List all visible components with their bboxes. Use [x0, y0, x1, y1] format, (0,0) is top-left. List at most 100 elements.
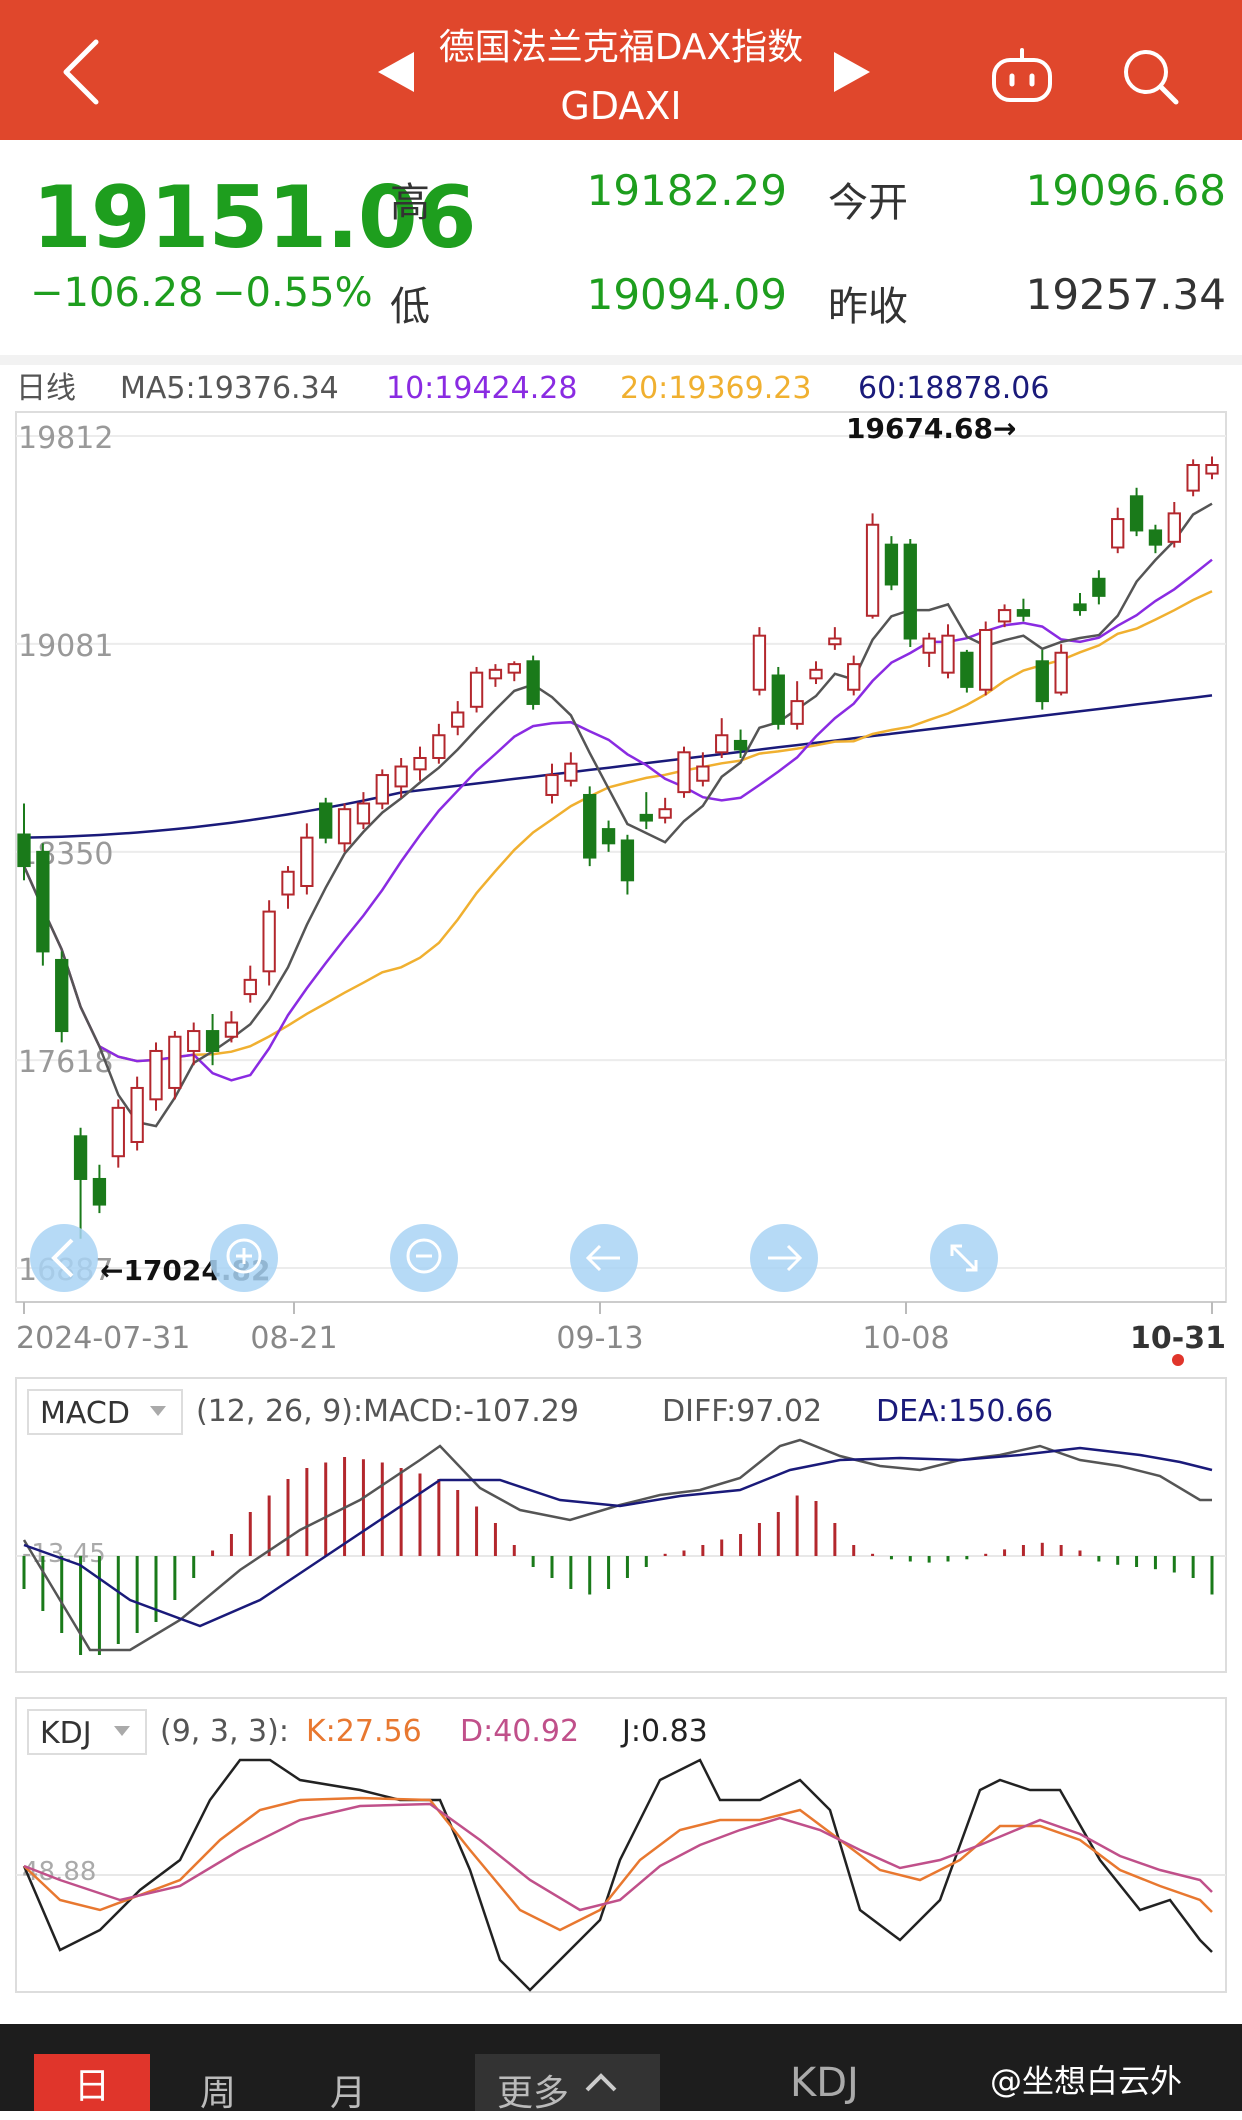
candle: [658, 797, 672, 824]
zoom-reset-button[interactable]: [30, 1224, 98, 1292]
candle: [451, 701, 465, 736]
candle: [922, 632, 936, 667]
next-index-icon[interactable]: [834, 52, 870, 92]
candle: [1035, 649, 1049, 710]
macd-dea-line: [23, 1446, 1213, 1628]
candle: [526, 655, 540, 710]
high-value: 19182.29: [586, 166, 787, 215]
price-tick-label: 17618: [18, 1045, 113, 1080]
tab-more-label: 更多: [497, 2073, 570, 2114]
candle: [771, 666, 785, 730]
kline-chart[interactable]: 日线 MA5:19376.34 10:19424.28 20:19369.23 …: [0, 0, 1242, 2024]
ma20-legend: 20:19369.23: [620, 371, 811, 406]
price-change: −106.28: [30, 270, 204, 316]
price-axis: 1981219081183501761816887: [18, 421, 113, 1288]
zoom-in-button[interactable]: [210, 1224, 278, 1292]
kdj-k-value: K:27.56: [306, 1714, 422, 1749]
period-tab-bar: 日 周 月 更多 KDJ: [0, 2024, 1242, 2114]
candle: [224, 1011, 239, 1043]
candle: [545, 763, 559, 804]
candle: [1186, 459, 1200, 497]
candle: [1148, 524, 1163, 554]
prev-close-label: 昨收: [828, 284, 908, 330]
candles: [17, 456, 1219, 1239]
candle: [92, 1164, 107, 1214]
ma20-line: [22, 590, 1213, 1063]
back-arrow-icon[interactable]: [52, 36, 112, 108]
candle: [130, 1076, 144, 1151]
candle: [790, 681, 804, 730]
macd-dropdown-icon: [150, 1406, 166, 1416]
candle: [1092, 570, 1106, 605]
fullscreen-button[interactable]: [930, 1224, 998, 1292]
kdj-params: (9, 3, 3):: [160, 1714, 289, 1749]
macd-diff: DIFF:97.02: [662, 1394, 822, 1429]
candle: [469, 666, 484, 713]
indicator-tab[interactable]: KDJ: [790, 2060, 859, 2106]
prev-close-value: 19257.34: [1025, 270, 1226, 319]
scroll-right-button[interactable]: [750, 1224, 818, 1292]
scroll-left-button[interactable]: [570, 1224, 638, 1292]
index-code: GDAXI: [560, 84, 682, 128]
candle: [960, 649, 974, 693]
candle: [696, 752, 710, 787]
time-tick-label: 2024-07-31: [16, 1321, 190, 1356]
candle: [828, 627, 842, 650]
candle: [375, 769, 389, 810]
candle: [620, 834, 635, 895]
latest-marker: [1172, 1354, 1184, 1366]
tab-month[interactable]: 月: [330, 2073, 367, 2114]
prev-index-icon[interactable]: [378, 52, 414, 92]
candle: [941, 624, 955, 679]
candle: [187, 1022, 201, 1066]
kdj-d-value: D:40.92: [460, 1714, 579, 1749]
candle: [55, 951, 69, 1043]
kdj-k-line: [23, 1796, 1213, 1932]
candle: [394, 757, 408, 798]
candle: [507, 661, 521, 682]
tab-more[interactable]: 更多: [475, 2054, 660, 2114]
candle: [1016, 598, 1031, 622]
candle: [36, 843, 50, 966]
tab-day[interactable]: 日: [34, 2054, 150, 2111]
tab-week[interactable]: 周: [200, 2073, 237, 2114]
time-tick-label: 10-08: [862, 1321, 949, 1356]
kdj-panel: [15, 1697, 1227, 1993]
candle: [903, 538, 917, 648]
zoom-out-button[interactable]: [390, 1224, 458, 1292]
candle: [639, 792, 653, 830]
kdj-selector[interactable]: [27, 1709, 147, 1755]
macd-name: MACD: [40, 1396, 130, 1431]
price-change-percent: −0.55%: [212, 270, 373, 316]
open-value: 19096.68: [1025, 166, 1226, 215]
ma5-line: [22, 502, 1213, 1128]
candle: [488, 664, 503, 687]
candle: [884, 536, 899, 591]
candle: [205, 1013, 220, 1066]
candle: [601, 820, 616, 852]
candle: [1073, 593, 1087, 616]
candle: [111, 1099, 125, 1168]
candle: [1205, 456, 1219, 480]
kdj-j-value: J:0.83: [620, 1714, 708, 1749]
candle: [281, 866, 295, 909]
candle: [1167, 501, 1181, 548]
candle: [997, 604, 1012, 628]
macd-params: (12, 26, 9):MACD:-107.29: [196, 1394, 579, 1429]
candle: [1054, 644, 1068, 696]
candle: [752, 627, 767, 696]
ma10-line: [22, 558, 1213, 1082]
robot-assistant-icon[interactable]: [990, 46, 1054, 104]
candle: [809, 661, 823, 685]
price-tick-label: 19812: [18, 421, 113, 456]
period-label: 日线: [16, 371, 76, 406]
candle: [432, 723, 446, 764]
candle: [168, 1031, 182, 1100]
low-label: 低: [390, 284, 430, 330]
kdj-j-line: [22, 1758, 1213, 1992]
search-icon[interactable]: [1118, 44, 1182, 108]
candle: [1129, 487, 1144, 537]
macd-diff-line: [22, 1438, 1212, 1652]
candle: [73, 1127, 88, 1239]
candle: [300, 823, 314, 895]
